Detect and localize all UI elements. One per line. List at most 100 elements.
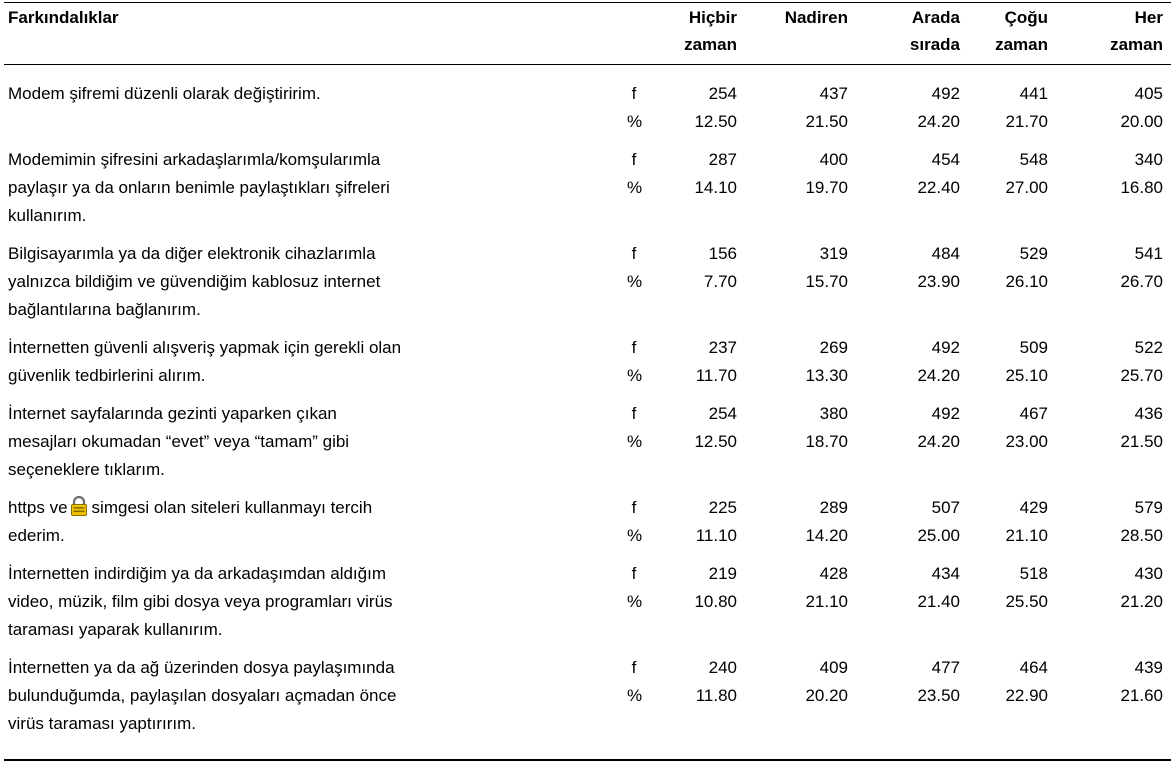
frequency: 269 xyxy=(819,338,848,357)
stat-label: f xyxy=(631,498,637,517)
percent: 26.70 xyxy=(1120,272,1163,291)
statement-line: İnternetten indirdiğim ya da arkadaşımda… xyxy=(8,564,386,583)
statement-line: paylaşır ya da onların benimle paylaştık… xyxy=(8,178,390,197)
frequency: 405 xyxy=(1134,84,1163,103)
statement-line: İnternetten ya da ağ üzerinden dosya pay… xyxy=(8,658,395,677)
stat-label: % xyxy=(627,592,643,611)
frequency: 464 xyxy=(1019,658,1048,677)
stat-label: % xyxy=(627,112,643,131)
stat-label: % xyxy=(627,526,643,545)
statement-line: virüs taraması yaptırırım. xyxy=(8,714,196,733)
statement-text: https ve xyxy=(8,498,68,517)
header-cell: Çoğu zaman xyxy=(995,8,1048,54)
frequency: 428 xyxy=(819,564,848,583)
statement-text: simgesi olan siteleri kullanmayı tercih xyxy=(91,498,373,517)
header-cell: Her zaman xyxy=(1110,8,1163,54)
frequency: 434 xyxy=(931,564,960,583)
percent: 24.20 xyxy=(917,366,960,385)
frequency: 541 xyxy=(1134,244,1163,263)
frequency: 240 xyxy=(708,658,737,677)
frequency: 477 xyxy=(931,658,960,677)
statement-line: Bilgisayarımla ya da diğer elektronik ci… xyxy=(8,244,376,263)
statement-line: İnternet sayfalarında gezinti yaparken ç… xyxy=(8,404,337,423)
percent: 14.10 xyxy=(694,178,737,197)
percent: 22.90 xyxy=(1005,686,1048,705)
percent: 23.50 xyxy=(917,686,960,705)
frequency: 454 xyxy=(931,150,960,169)
percent: 25.10 xyxy=(1005,366,1048,385)
statement-line: mesajları okumadan “evet” veya “tamam” g… xyxy=(8,432,350,451)
frequency: 254 xyxy=(708,84,737,103)
frequency: 548 xyxy=(1019,150,1048,169)
frequency: 287 xyxy=(708,150,737,169)
frequency: 439 xyxy=(1134,658,1163,677)
frequency: 156 xyxy=(708,244,737,263)
percent: 7.70 xyxy=(703,272,737,291)
percent: 11.10 xyxy=(695,526,737,545)
stat-label: % xyxy=(627,686,643,705)
frequency: 522 xyxy=(1134,338,1163,357)
percent: 21.60 xyxy=(1120,686,1163,705)
frequency: 254 xyxy=(708,404,737,423)
stat-label: f xyxy=(631,338,637,357)
percent: 21.50 xyxy=(805,112,848,131)
frequency: 467 xyxy=(1019,404,1048,423)
statement-line: https ve simgesi olan siteleri kullanmayı… xyxy=(8,494,372,525)
percent: 12.50 xyxy=(694,432,737,451)
percent: 20.20 xyxy=(805,686,848,705)
frequency: 437 xyxy=(819,84,848,103)
frequency: 484 xyxy=(931,244,960,263)
statement-line: video, müzik, film gibi dosya veya progr… xyxy=(8,592,393,611)
frequency: 492 xyxy=(931,338,960,357)
percent: 15.70 xyxy=(805,272,848,291)
percent: 23.00 xyxy=(1005,432,1048,451)
frequency: 225 xyxy=(708,498,737,517)
stat-label: f xyxy=(631,404,637,423)
stat-label: f xyxy=(631,244,637,263)
header-cell: Hiçbir zaman xyxy=(684,8,737,54)
percent: 21.20 xyxy=(1120,592,1163,611)
percent: 21.40 xyxy=(917,592,960,611)
percent: 16.80 xyxy=(1120,178,1163,197)
frequency: 507 xyxy=(931,498,960,517)
percent: 24.20 xyxy=(917,432,960,451)
percent: 10.80 xyxy=(694,592,737,611)
frequency: 289 xyxy=(819,498,848,517)
header-cell: Nadiren xyxy=(784,8,848,27)
percent: 19.70 xyxy=(805,178,848,197)
percent: 21.10 xyxy=(805,592,848,611)
frequency: 219 xyxy=(708,564,737,583)
percent: 18.70 xyxy=(805,432,848,451)
stat-label: f xyxy=(631,84,637,103)
statement-line: bağlantılarına bağlanırım. xyxy=(8,300,201,319)
statement-line: yalnızca bildiğim ve güvendiğim kablosuz… xyxy=(8,272,381,291)
stat-label: f xyxy=(631,150,637,169)
percent: 22.40 xyxy=(917,178,960,197)
statement-line: güvenlik tedbirlerini alırım. xyxy=(8,366,206,385)
frequency: 409 xyxy=(819,658,848,677)
header-cell: Arada sırada xyxy=(909,8,960,54)
percent: 23.90 xyxy=(917,272,960,291)
percent: 21.10 xyxy=(1005,526,1048,545)
header-rule xyxy=(4,64,1171,65)
frequency: 430 xyxy=(1134,564,1163,583)
frequency: 441 xyxy=(1019,84,1048,103)
top-rule xyxy=(4,2,1171,3)
percent: 25.00 xyxy=(917,526,960,545)
frequency: 529 xyxy=(1019,244,1048,263)
statement-line: ederim. xyxy=(8,526,65,545)
statement-line: taraması yaparak kullanırım. xyxy=(8,620,223,639)
frequency: 579 xyxy=(1134,498,1163,517)
percent: 11.70 xyxy=(695,366,737,385)
statement-line: Modem şifremi düzenli olarak değiştiriri… xyxy=(8,84,321,103)
stat-label: f xyxy=(631,658,637,677)
frequency: 340 xyxy=(1134,150,1163,169)
percent: 11.80 xyxy=(695,686,737,705)
stat-label: % xyxy=(627,432,643,451)
frequency: 509 xyxy=(1019,338,1048,357)
statement-line: seçeneklere tıklarım. xyxy=(8,460,165,479)
percent: 28.50 xyxy=(1120,526,1163,545)
statement-line: bulunduğumda, paylaşılan dosyaları açmad… xyxy=(8,686,397,705)
percent: 25.70 xyxy=(1120,366,1163,385)
